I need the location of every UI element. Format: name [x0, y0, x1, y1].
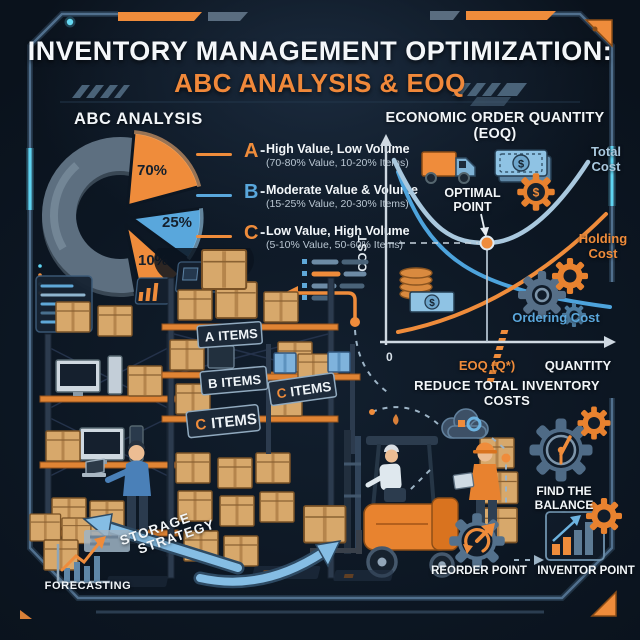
inventory-chart-icon [545, 498, 622, 561]
pie-label-25: 25% [162, 214, 192, 231]
shelf-plate-c-items-right: C ITEMS [267, 372, 338, 407]
page-title-line2: ABC ANALYSIS & EOQ [174, 68, 466, 98]
shelf-plate-c-items-center: C ITEMS [185, 404, 261, 439]
mini-chart-panel [134, 277, 173, 305]
forklift [302, 430, 459, 578]
top-accent-bar-left [118, 12, 202, 21]
legend-subtitle-c: (5-10% Value, 50-60% Items) [266, 239, 403, 251]
connector-dot-2 [369, 409, 375, 415]
optimal-arrow [480, 227, 489, 237]
forecast-chart-icon [56, 530, 130, 584]
shelf-plate-b-items: B ITEMS [199, 365, 269, 396]
holding-cost-label: Holding Cost [578, 231, 628, 261]
coin-gear-icon: $ [517, 173, 555, 211]
shelf-plate-a-items: A ITEMS [196, 320, 263, 349]
gears-icon [518, 258, 588, 327]
inventor-point-label: INVENTOR POINT [537, 565, 635, 577]
balance-gauge-icon [529, 406, 611, 482]
svg-text:$: $ [429, 298, 435, 309]
reduce-costs-caption: REDUCE TOTAL INVENTORY COSTS [414, 378, 600, 408]
legend-subtitle-b: (15-25% Value, 20-30% Items) [266, 198, 409, 210]
ordering-cost-label: Ordering Cost [512, 310, 600, 325]
eoq-chart: $ $ $ [380, 134, 616, 348]
legend-title-b: Moderate Value & Volume [266, 183, 418, 197]
eoq-section-heading: ECONOMIC ORDER QUANTITY (EOQ) [385, 110, 605, 142]
top-accent-bar-right [466, 11, 556, 20]
optimal-point-label: OPTIMAL POINT [444, 186, 501, 214]
cyan-dot [66, 18, 74, 26]
slash-decoration-right [452, 83, 527, 106]
page-title-line1: INVENTORY MANAGEMENT OPTIMIZATION: [27, 36, 613, 66]
abc-section-heading: ABC ANALYSIS [74, 110, 203, 128]
eoq-curve-ordering-cost [396, 170, 612, 309]
svg-text:$: $ [533, 186, 540, 200]
dashed-connectors [371, 406, 536, 561]
reorder-gear-icon [449, 513, 505, 569]
corner-triangle-top-right [584, 19, 613, 48]
legend-letter-c: C [244, 222, 259, 244]
legend-dash-c [196, 235, 232, 238]
quantity-axis-label: QUANTITY [544, 358, 612, 373]
origin-label: 0 [386, 350, 393, 364]
storage-arrow-up-right [193, 540, 342, 589]
total-cost-label: Total Cost [590, 144, 622, 174]
cloud-gear-icon [441, 408, 489, 439]
eoq-curve-holding-cost [396, 212, 608, 334]
droplet-icon [393, 414, 399, 425]
warehouse-illustration: A ITEMS B ITEMS C ITEMS C ITEMS [28, 248, 520, 587]
legend-title-c: Low Value, High Volume [266, 224, 410, 238]
legend-title-a: High Value, Low Volume [266, 142, 410, 156]
legend-letter-a: A [244, 140, 259, 162]
svg-text:$: $ [518, 159, 524, 171]
optimal-point-marker [479, 235, 495, 251]
eoq-x-tick-label: EOQ (Q*) [458, 358, 516, 373]
pie-label-70: 70% [137, 162, 167, 179]
connector-dot-1 [501, 453, 511, 463]
legend-letter-b: B [244, 181, 259, 203]
eoq-axes [380, 142, 608, 345]
forecasting-label: FORECASTING [44, 580, 132, 592]
abc-pie-chart: 70% 25% 10% [42, 130, 204, 298]
find-balance-label: FIND THE BALANCE [534, 484, 594, 513]
coins-icon: $ [399, 267, 455, 313]
truck-icon [421, 151, 476, 184]
reorder-point-label: REORDER POINT [431, 565, 527, 577]
corner-triangle-bottom-right [590, 590, 617, 617]
legend-dash-b [196, 194, 232, 197]
legend-subtitle-a: (70-80% Value, 10-20% Items) [266, 157, 409, 169]
legend-dash-a [196, 153, 232, 156]
slash-decoration-left [72, 85, 130, 98]
